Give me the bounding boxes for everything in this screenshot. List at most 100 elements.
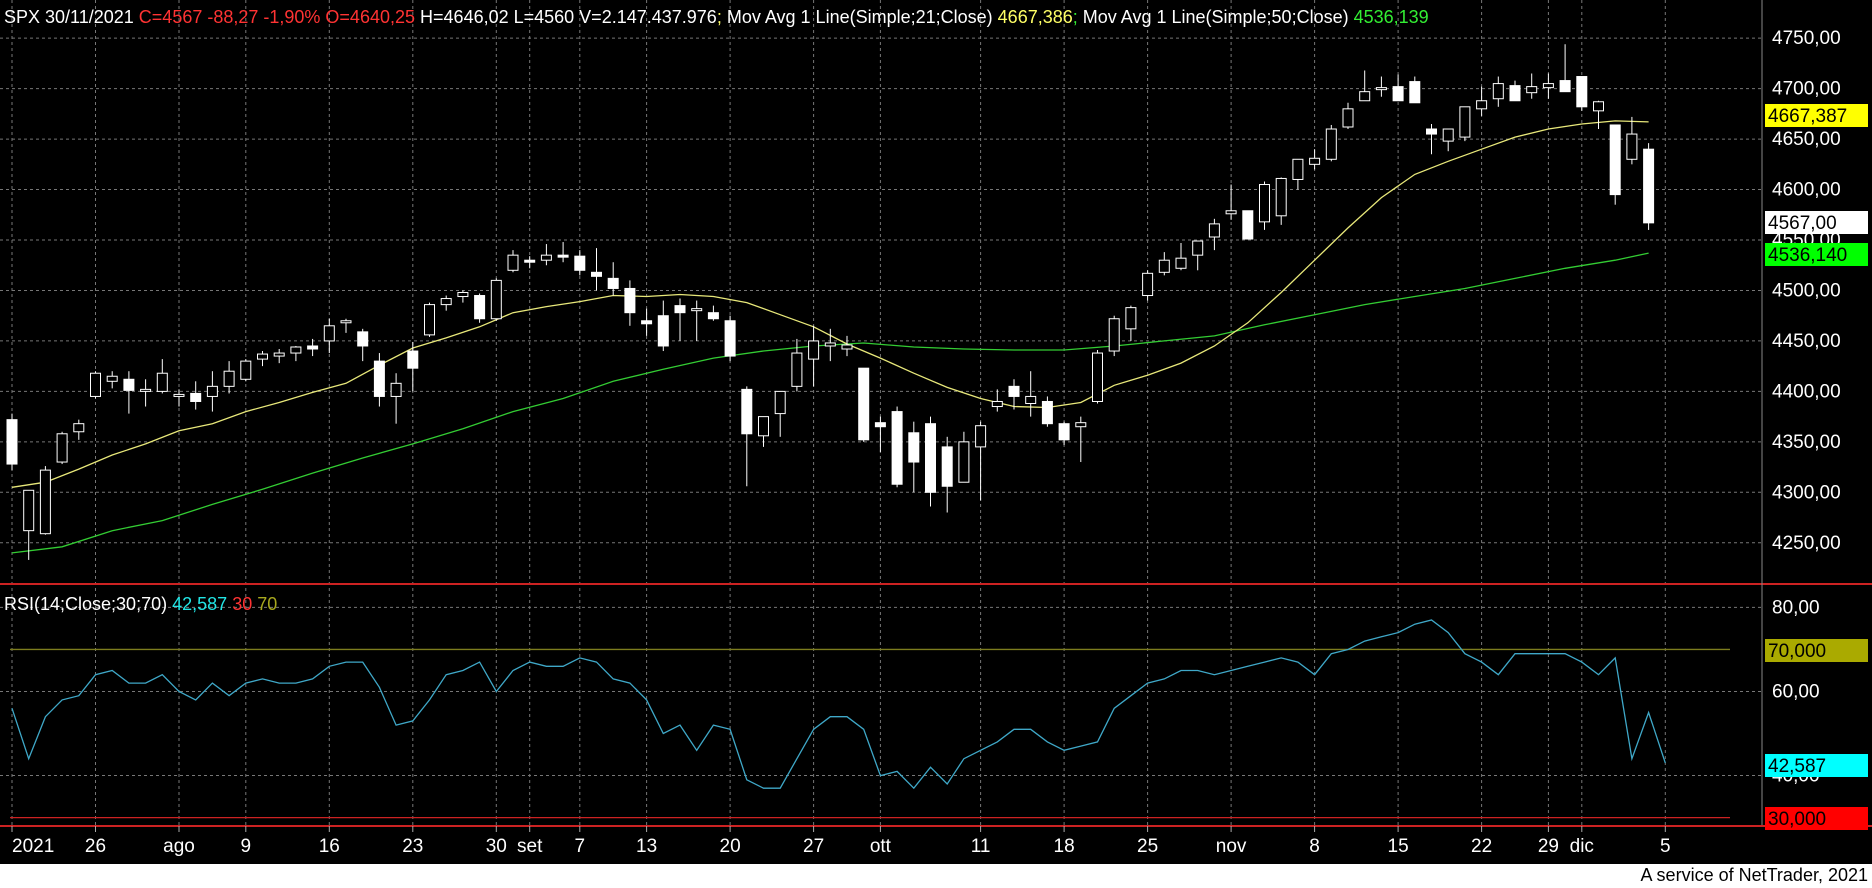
price-tick-label: 4750,00 <box>1772 28 1841 49</box>
candle-body <box>90 372 101 397</box>
candle-body <box>6 419 18 465</box>
x-tick-label: 18 <box>1054 836 1075 857</box>
candle-body <box>1292 158 1304 180</box>
candle-body <box>474 295 486 320</box>
price-tick-label: 4700,00 <box>1772 79 1841 100</box>
candle-body <box>340 320 352 324</box>
separator-1: ; <box>716 7 722 27</box>
candles-group <box>6 44 1655 560</box>
x-tick-label: ago <box>163 836 195 857</box>
rsi-level-badge: 70,000 <box>1768 641 1826 662</box>
rsi-current-badge: 42,587 <box>1768 756 1826 777</box>
rsi-tick-label: 60,00 <box>1772 681 1820 702</box>
price-badge-bg <box>1765 243 1868 266</box>
ma50-label: Mov Avg 1 Line(Simple;50;Close) <box>1082 7 1349 27</box>
candle-body <box>1359 91 1371 102</box>
x-tick-label: 11 <box>971 836 991 857</box>
x-tick-label: 23 <box>402 836 423 857</box>
candle-body <box>1058 423 1070 441</box>
x-tick-label: 16 <box>319 836 340 857</box>
candle-body <box>56 433 68 463</box>
rsi-level-badge-bg <box>1765 807 1868 830</box>
candle-body <box>507 254 519 271</box>
ma50-line <box>11 252 1649 554</box>
candle-body <box>123 378 135 391</box>
candle-body <box>240 360 252 380</box>
price-tick-label: 4400,00 <box>1772 381 1841 402</box>
candle-body <box>1576 76 1588 108</box>
price-badge-bg <box>1765 104 1868 127</box>
hlv-stats: H=4646,02 L=4560 V=2.147.437.976 <box>420 7 717 27</box>
candle-body <box>1025 395 1037 405</box>
candle-body <box>975 425 987 448</box>
separator-2: ; <box>1072 7 1078 27</box>
candle-body <box>1392 86 1404 102</box>
candle-body <box>908 432 920 463</box>
candle-body <box>1426 128 1437 135</box>
candle-body <box>106 375 118 382</box>
candle-body <box>1225 210 1237 215</box>
footer-text: A service of NetTrader, 2021 <box>1640 865 1868 885</box>
candle-body <box>958 441 970 483</box>
candle-body <box>1275 177 1287 217</box>
candle-body <box>1208 223 1220 238</box>
x-tick-label: 22 <box>1471 836 1492 857</box>
x-tick-label: ott <box>870 836 892 857</box>
candle-body <box>1559 80 1571 93</box>
rsi-high: 70 <box>257 594 278 614</box>
candle-body <box>758 416 769 437</box>
candle-body <box>1242 210 1254 240</box>
candle-body <box>39 469 51 535</box>
rsi-level-badge: 30,000 <box>1768 809 1826 830</box>
x-tick-label: nov <box>1216 836 1247 857</box>
candle-body <box>540 254 552 261</box>
candle-body <box>440 298 452 306</box>
x-tick-label: 13 <box>636 836 657 857</box>
candle-body <box>1142 272 1154 297</box>
candle-body <box>424 304 435 336</box>
price-tick-label: 4650,00 <box>1772 129 1841 150</box>
candle-body <box>1375 87 1387 91</box>
x-tick-label: 20 <box>720 836 741 857</box>
candle-body <box>574 255 586 271</box>
candle-body <box>858 367 870 441</box>
rsi-low: 30 <box>232 594 253 614</box>
candle-body <box>1175 257 1187 269</box>
x-tick-label: 25 <box>1137 836 1158 857</box>
rsi-current-badge-bg <box>1765 754 1868 777</box>
candle-body <box>1459 106 1471 138</box>
candle-body <box>1476 100 1488 110</box>
candle-body <box>691 308 703 312</box>
candle-body <box>991 400 1003 408</box>
price-tick-label: 4350,00 <box>1772 432 1841 453</box>
x-tick-label: 26 <box>85 836 106 857</box>
rsi-value: 42,587 <box>172 594 228 614</box>
candle-body <box>1125 307 1137 330</box>
candle-body <box>824 342 836 347</box>
candle-body <box>1259 184 1270 223</box>
candle-body <box>1108 318 1120 352</box>
x-tick-label: 7 <box>575 836 586 857</box>
candle-body <box>707 312 719 320</box>
price-chart-header: SPX 30/11/2021 C=4567 -88,27 -1,90% O=46… <box>4 7 1429 28</box>
candle-body <box>307 345 319 350</box>
candle-body <box>607 277 619 289</box>
candle-body <box>223 370 235 387</box>
candle-body <box>1626 133 1638 160</box>
ma21-line <box>11 120 1649 488</box>
candle-body <box>23 489 35 532</box>
candle-body <box>941 446 953 487</box>
candle-body <box>808 340 820 360</box>
x-tick-label: set <box>517 836 543 857</box>
x-tick-label: dic <box>1570 836 1594 857</box>
price-tick-label: 4450,00 <box>1772 331 1841 352</box>
candle-body <box>657 315 669 347</box>
candle-body <box>874 422 886 428</box>
candle-body <box>1492 83 1504 100</box>
candle-body <box>1342 108 1354 128</box>
candle-body <box>774 390 786 415</box>
candle-body <box>1593 101 1604 112</box>
candle-body <box>1526 86 1538 94</box>
close-stats: C=4567 -88,27 -1,90% O=4640,25 <box>138 7 416 27</box>
candle-body <box>1092 352 1103 402</box>
